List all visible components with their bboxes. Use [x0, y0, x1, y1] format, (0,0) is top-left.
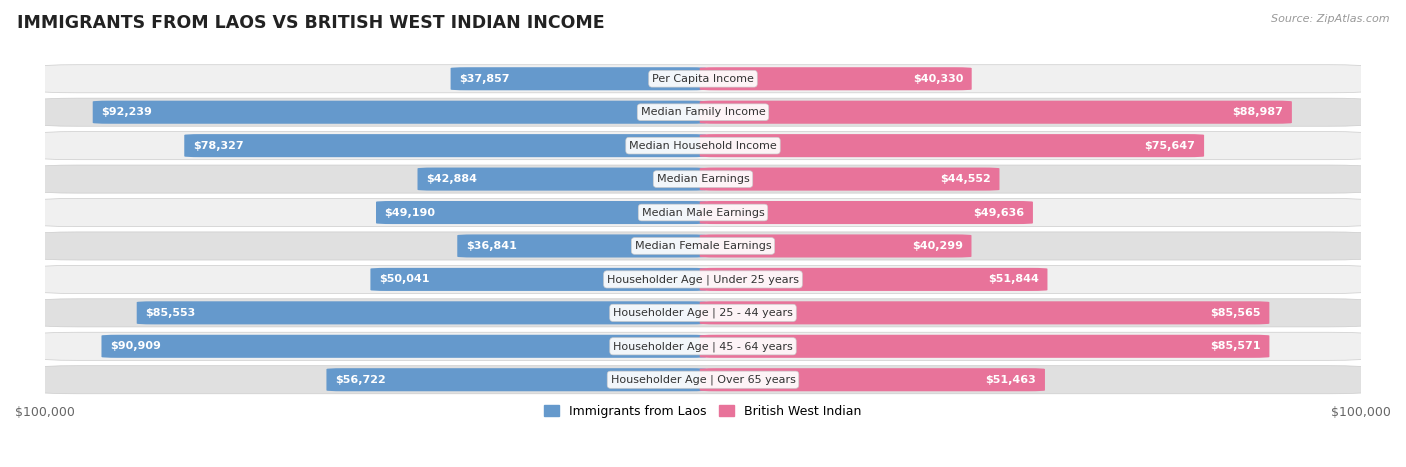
FancyBboxPatch shape: [700, 301, 1270, 325]
Legend: Immigrants from Laos, British West Indian: Immigrants from Laos, British West India…: [540, 400, 866, 423]
Text: IMMIGRANTS FROM LAOS VS BRITISH WEST INDIAN INCOME: IMMIGRANTS FROM LAOS VS BRITISH WEST IND…: [17, 14, 605, 32]
FancyBboxPatch shape: [38, 132, 1368, 160]
Text: Median Family Income: Median Family Income: [641, 107, 765, 117]
Text: Householder Age | 45 - 64 years: Householder Age | 45 - 64 years: [613, 341, 793, 352]
FancyBboxPatch shape: [700, 368, 1045, 391]
Text: $40,299: $40,299: [912, 241, 963, 251]
Text: $51,844: $51,844: [988, 275, 1039, 284]
FancyBboxPatch shape: [38, 332, 1368, 361]
Text: Median Female Earnings: Median Female Earnings: [634, 241, 772, 251]
FancyBboxPatch shape: [418, 168, 706, 191]
FancyBboxPatch shape: [375, 201, 706, 224]
FancyBboxPatch shape: [457, 234, 706, 257]
Text: $88,987: $88,987: [1233, 107, 1284, 117]
Text: Per Capita Income: Per Capita Income: [652, 74, 754, 84]
FancyBboxPatch shape: [700, 67, 972, 90]
FancyBboxPatch shape: [38, 165, 1368, 193]
FancyBboxPatch shape: [450, 67, 706, 90]
Text: $36,841: $36,841: [465, 241, 516, 251]
FancyBboxPatch shape: [38, 65, 1368, 93]
Text: $78,327: $78,327: [193, 141, 243, 151]
FancyBboxPatch shape: [38, 366, 1368, 394]
Text: Median Male Earnings: Median Male Earnings: [641, 207, 765, 218]
FancyBboxPatch shape: [38, 198, 1368, 226]
FancyBboxPatch shape: [38, 265, 1368, 293]
FancyBboxPatch shape: [370, 268, 706, 291]
Text: $49,190: $49,190: [385, 207, 436, 218]
FancyBboxPatch shape: [93, 101, 706, 124]
Text: Median Household Income: Median Household Income: [628, 141, 778, 151]
Text: $85,565: $85,565: [1211, 308, 1261, 318]
FancyBboxPatch shape: [700, 201, 1033, 224]
Text: Householder Age | Under 25 years: Householder Age | Under 25 years: [607, 274, 799, 285]
FancyBboxPatch shape: [700, 168, 1000, 191]
FancyBboxPatch shape: [700, 134, 1204, 157]
Text: $85,553: $85,553: [145, 308, 195, 318]
Text: $56,722: $56,722: [335, 375, 385, 385]
Text: $90,909: $90,909: [110, 341, 160, 351]
FancyBboxPatch shape: [38, 98, 1368, 126]
Text: Source: ZipAtlas.com: Source: ZipAtlas.com: [1271, 14, 1389, 24]
Text: Median Earnings: Median Earnings: [657, 174, 749, 184]
Text: $51,463: $51,463: [986, 375, 1036, 385]
FancyBboxPatch shape: [38, 299, 1368, 327]
Text: $44,552: $44,552: [941, 174, 991, 184]
FancyBboxPatch shape: [101, 335, 706, 358]
FancyBboxPatch shape: [700, 268, 1047, 291]
Text: $42,884: $42,884: [426, 174, 477, 184]
FancyBboxPatch shape: [38, 232, 1368, 260]
Text: $92,239: $92,239: [101, 107, 152, 117]
Text: $50,041: $50,041: [380, 275, 429, 284]
Text: $75,647: $75,647: [1144, 141, 1195, 151]
Text: $37,857: $37,857: [460, 74, 509, 84]
Text: Householder Age | Over 65 years: Householder Age | Over 65 years: [610, 375, 796, 385]
Text: $40,330: $40,330: [912, 74, 963, 84]
FancyBboxPatch shape: [326, 368, 706, 391]
FancyBboxPatch shape: [136, 301, 706, 325]
Text: Householder Age | 25 - 44 years: Householder Age | 25 - 44 years: [613, 308, 793, 318]
FancyBboxPatch shape: [700, 335, 1270, 358]
Text: $49,636: $49,636: [973, 207, 1025, 218]
FancyBboxPatch shape: [700, 234, 972, 257]
Text: $85,571: $85,571: [1211, 341, 1261, 351]
FancyBboxPatch shape: [700, 101, 1292, 124]
FancyBboxPatch shape: [184, 134, 706, 157]
